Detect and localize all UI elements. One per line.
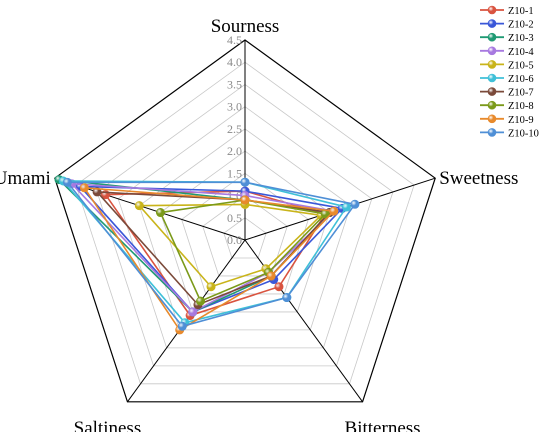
legend: Z10-1 Z10-2 Z10-3 Z10-4 Z10-5 Z10-6 Z10-7 Z10-8… xyxy=(480,5,539,139)
legend-label: Z10-2 xyxy=(508,20,534,31)
legend-label: Z10-8 xyxy=(508,101,534,112)
tick-label: 2.5 xyxy=(227,122,242,136)
series-line xyxy=(159,199,327,303)
legend-label: Z10-7 xyxy=(508,88,534,99)
legend-swatch-marker xyxy=(487,128,497,137)
data-point xyxy=(177,321,187,331)
data-point xyxy=(274,282,284,292)
legend-label: Z10-10 xyxy=(508,128,539,139)
series-line xyxy=(82,186,336,331)
legend-swatch-marker xyxy=(487,114,497,124)
tick-label: 4.0 xyxy=(227,55,242,69)
legend-item-z10-8: Z10-8 xyxy=(480,100,534,112)
series-layer xyxy=(54,175,360,335)
tick-label: 0.0 xyxy=(227,233,242,247)
legend-item-z10-7: Z10-7 xyxy=(480,87,534,99)
data-point xyxy=(188,307,198,317)
legend-item-z10-3: Z10-3 xyxy=(480,32,534,44)
legend-item-z10-6: Z10-6 xyxy=(480,73,534,85)
data-point xyxy=(266,271,276,281)
legend-item-z10-9: Z10-9 xyxy=(480,114,534,126)
tick-label: 0.5 xyxy=(227,211,242,225)
series-line xyxy=(78,185,344,313)
spoke-bitterness xyxy=(244,239,363,403)
legend-swatch-marker xyxy=(487,60,497,69)
legend-swatch-marker xyxy=(487,5,497,15)
data-point xyxy=(282,293,292,303)
grid-ring-9 xyxy=(54,39,436,403)
data-point xyxy=(92,187,102,197)
grid-ring-6 xyxy=(117,106,373,349)
axis-title-sweetness: Sweetness xyxy=(439,168,518,189)
series-line xyxy=(65,181,357,328)
legend-label: Z10-4 xyxy=(508,47,534,58)
legend-item-z10-1: Z10-1 xyxy=(480,5,534,17)
legend-swatch-marker xyxy=(487,73,497,83)
data-point xyxy=(329,206,339,216)
legend-swatch-marker xyxy=(487,46,497,56)
legend-item-z10-5: Z10-5 xyxy=(480,60,534,71)
legend-label: Z10-3 xyxy=(508,33,534,44)
tick-label: 1.5 xyxy=(227,166,242,180)
data-point xyxy=(206,282,216,292)
legend-label: Z10-5 xyxy=(508,60,534,71)
data-point xyxy=(350,199,360,209)
legend-item-z10-10: Z10-10 xyxy=(480,128,539,139)
data-point xyxy=(155,208,165,218)
grid-ring-7 xyxy=(96,83,394,367)
series-line xyxy=(61,180,348,324)
series-line xyxy=(95,191,332,306)
legend-swatch-marker xyxy=(487,32,497,42)
axis-title-bitterness: Bitterness xyxy=(345,418,421,432)
data-point xyxy=(62,177,72,187)
tick-label: 4.5 xyxy=(227,33,242,47)
legend-swatch-marker xyxy=(487,87,497,96)
tick-label: 2.0 xyxy=(227,144,242,158)
axis-title-sourness: Sourness xyxy=(211,16,280,37)
data-point xyxy=(134,201,144,211)
grid-ring-8 xyxy=(75,61,415,385)
tick-label: 3.5 xyxy=(227,77,242,91)
tick-label: 3.0 xyxy=(227,100,242,114)
data-point xyxy=(341,202,351,212)
axis-title-saltiness: Saltiness xyxy=(74,418,142,432)
legend-label: Z10-6 xyxy=(508,74,534,85)
axis-titles: Sourness Sweetness Bitterness Saltiness Umam… xyxy=(0,16,518,432)
data-point xyxy=(79,183,89,193)
legend-label: Z10-9 xyxy=(508,115,534,126)
axis-title-umami: Umami xyxy=(0,168,51,189)
legend-swatch-marker xyxy=(487,100,497,110)
legend-item-z10-4: Z10-4 xyxy=(480,46,534,58)
series-z10-10 xyxy=(62,177,360,331)
legend-item-z10-2: Z10-2 xyxy=(480,19,534,31)
legend-label: Z10-1 xyxy=(508,6,534,17)
grid-ring-1 xyxy=(223,217,267,259)
legend-swatch-marker xyxy=(487,19,497,28)
grid-ring-4 xyxy=(159,150,331,313)
data-point xyxy=(240,195,250,205)
series-line xyxy=(137,203,323,288)
data-point xyxy=(240,177,250,187)
data-point xyxy=(196,296,206,306)
